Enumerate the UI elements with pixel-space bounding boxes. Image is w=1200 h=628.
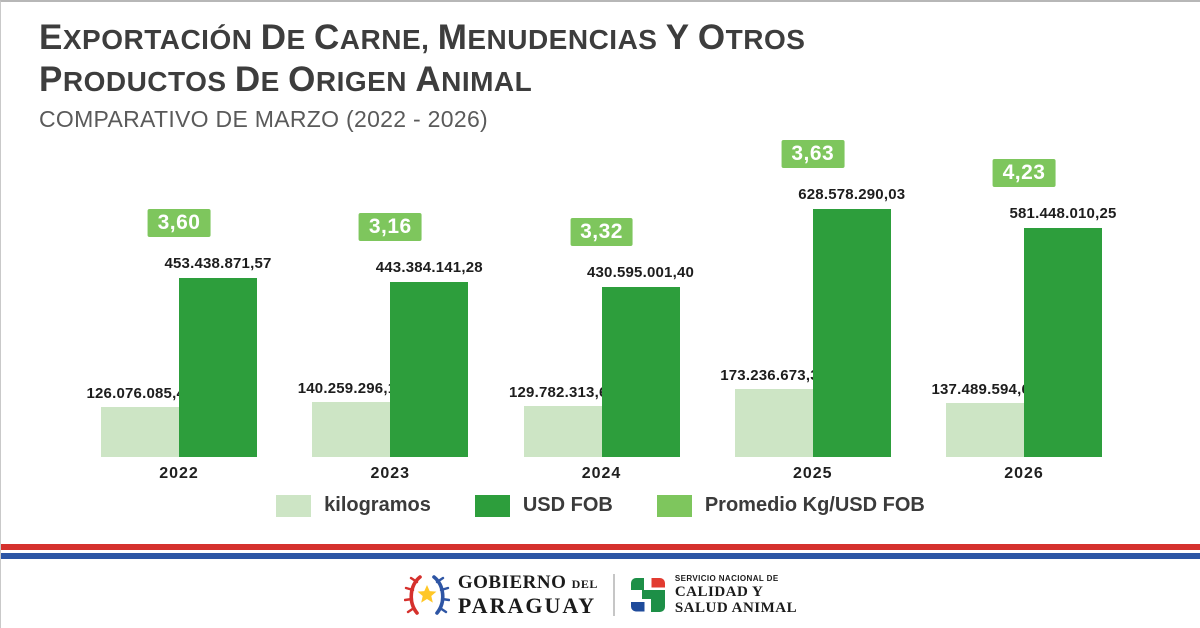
ratio-badge: 3,60 [147,209,211,238]
bar-chart: 3,60 453.438.871,57 126.076.085,48 2022 … [86,132,1116,482]
usd-fob-value-label: 453.438.871,57 [164,255,272,273]
senacsa-calidad: CALIDAD Y [674,583,764,600]
bar-group-2024: 3,32 430.595.001,40 129.782.313,66 2024 [509,132,694,482]
paraguay-word: PARAGUAY [457,592,597,618]
ratio-badge: 4,23 [992,158,1056,187]
usd-fob-value-label: 581.448.010,25 [1009,204,1117,222]
blue-stripe [1,553,1200,559]
bar-group-2025: 3,63 628.578.290,03 173.236.673,36 2025 [720,132,905,482]
bar-group-2023: 3,16 443.384.141,28 140.259.296,10 2023 [298,132,483,482]
usd-fob-value-label: 430.595.001,40 [586,264,695,282]
kilograms-bar [734,388,813,457]
logo-divider [612,573,615,616]
year-label: 2023 [370,465,411,482]
chart-legend: kilogramos USD FOB Promedio Kg/USD FOB [1,494,1200,517]
red-stripe [1,544,1200,550]
legend-item-promedio: Promedio Kg/USD FOB [656,494,925,517]
promedio-swatch-icon [656,494,692,517]
chart-subtitle: COMPARATIVO DE MARZO (2022 - 2026) [39,106,489,132]
del-word: DEL [571,576,598,591]
title-line-2: PRODUCTOS DE ORIGEN ANIMAL [39,60,533,99]
year-label: 2024 [581,465,622,482]
usd-fob-value-label: 443.384.141,28 [375,259,483,277]
gobierno-paraguay-logo: GOBIERNO DEL PARAGUAY [403,570,598,620]
year-label: 2022 [159,465,199,482]
year-label: 2025 [792,465,833,482]
kilograms-value-label: 173.236.673,36 [720,366,828,384]
legend-label: Promedio Kg/USD FOB [704,494,925,516]
chart-title: EXPORTACIÓN DE CARNE, MENUDENCIAS Y OTRO… [39,18,805,102]
usd-fob-swatch-icon [474,494,510,517]
usd-fob-bar [812,209,891,457]
paraguay-wreath-star-icon [403,574,450,615]
legend-label: USD FOB [522,494,613,516]
year-label: 2026 [1004,465,1044,482]
usd-fob-value-label: 628.578.290,03 [798,186,906,203]
legend-item-usd-fob: USD FOB [474,494,613,517]
bar-group-2022: 3,60 453.438.871,57 126.076.085,48 2022 [86,132,271,482]
legend-item-kilogramos: kilogramos [276,494,431,517]
kilograms-value-label: 129.782.313,66 [508,383,617,401]
usd-fob-bar [179,278,257,457]
senacsa-tagline: SERVICIO NACIONAL DE [674,573,779,583]
footer-logos: GOBIERNO DEL PARAGUAY [1,559,1200,628]
usd-fob-bar [390,282,469,457]
legend-label: kilogramos [324,494,431,516]
senacsa-cross-icon [630,577,665,612]
footer: GOBIERNO DEL PARAGUAY [1,544,1200,628]
senacsa-logo: SERVICIO NACIONAL DE CALIDAD Y SALUD ANI… [630,574,797,616]
kilograms-bar [946,402,1024,457]
gobierno-word: GOBIERNO [457,571,567,593]
kilograms-value-label: 137.489.594,63 [931,380,1039,398]
ratio-badge: 3,32 [570,218,633,247]
bar-group-2026: 4,23 581.448.010,25 137.489.594,63 2026 [931,132,1116,482]
kilograms-bar [523,405,602,457]
senacsa-wordmark: SERVICIO NACIONAL DE CALIDAD Y SALUD ANI… [675,574,797,616]
senacsa-salud: SALUD ANIMAL [674,599,798,616]
usd-fob-bar [1024,227,1102,457]
kilograms-value-label: 140.259.296,10 [297,379,405,397]
ratio-badge: 3,16 [358,213,422,242]
header: EXPORTACIÓN DE CARNE, MENUDENCIAS Y OTRO… [39,18,805,133]
title-line-1: EXPORTACIÓN DE CARNE, MENUDENCIAS Y OTRO… [39,18,806,57]
kilograms-bar [101,407,179,457]
kilograms-swatch-icon [276,494,312,517]
gobierno-paraguay-wordmark: GOBIERNO DEL PARAGUAY [457,571,598,618]
kilograms-bar [312,401,391,457]
usd-fob-bar [601,287,680,457]
ratio-badge: 3,63 [781,140,845,168]
kilograms-value-label: 126.076.085,48 [86,385,194,403]
